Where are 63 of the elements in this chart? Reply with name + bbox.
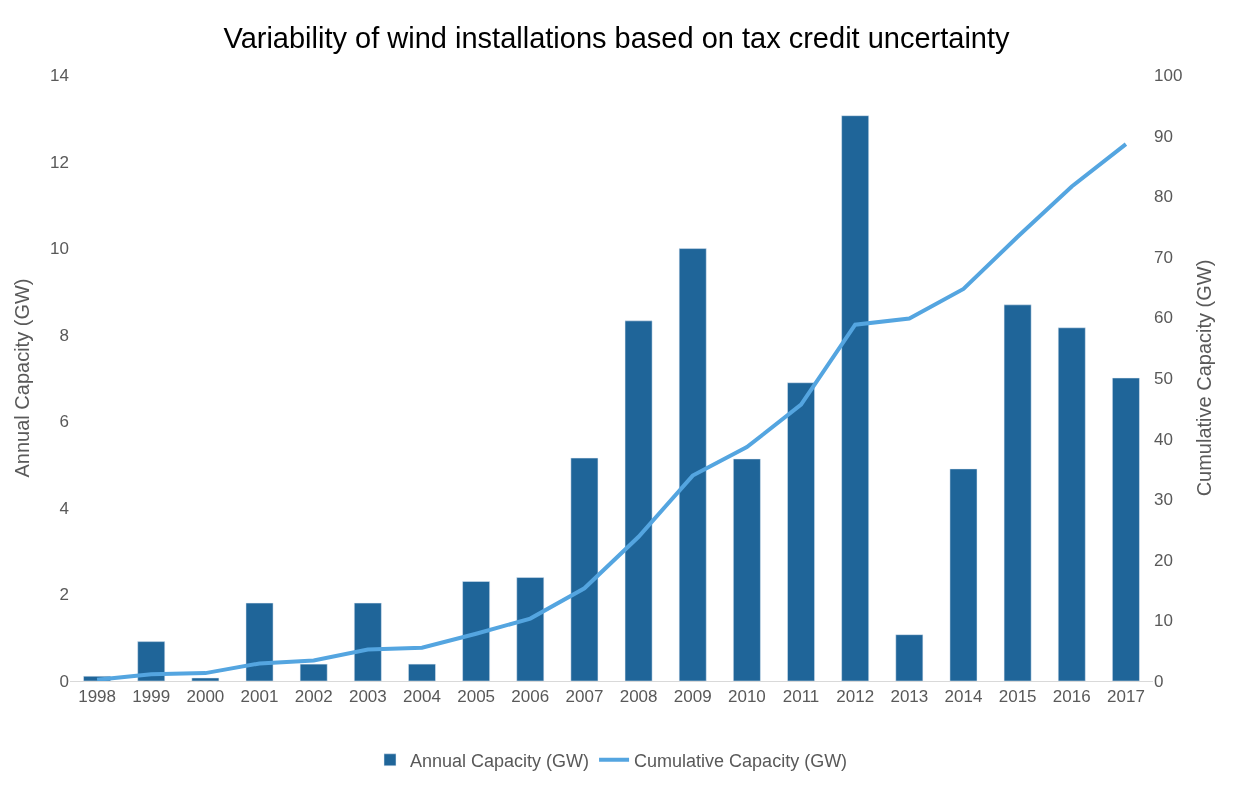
y-tick-label: 8 [59,325,69,345]
y-tick-label: 2 [59,585,69,605]
bar [895,634,924,681]
bar [841,115,869,681]
bar [191,677,220,681]
y2-tick-label: 20 [1154,550,1173,570]
y-axis-title: Annual Capacity (GW) [10,278,33,478]
y-tick-label: 12 [50,152,69,172]
y2-tick-label: 0 [1154,671,1164,691]
bar [462,581,490,681]
bar [408,663,436,681]
bar [570,457,599,681]
y2-tick-label: 60 [1154,308,1173,328]
y2-tick-label: 70 [1154,247,1173,267]
bar [949,468,978,681]
bar [1003,304,1032,681]
x-tick-label: 2002 [294,687,333,707]
x-tick-label: 2010 [727,687,766,707]
bar [787,382,815,681]
y-tick-label: 4 [59,498,69,518]
y2-tick-label: 10 [1154,611,1173,631]
y2-tick-label: 90 [1154,126,1173,146]
y2-tick-label: 100 [1154,65,1183,85]
bar [299,663,328,681]
bar [624,320,653,681]
x-tick-label: 2015 [998,687,1037,707]
bar [678,248,707,681]
bar [516,577,545,681]
y2-tick-label: 50 [1154,368,1173,388]
y-tick-label: 10 [50,239,69,259]
x-tick-label: 2005 [457,687,496,707]
x-tick-label: 1999 [132,687,171,707]
line-series [95,142,1128,681]
x-tick-label: 1998 [78,687,116,707]
x-tick-label: 2016 [1052,687,1091,707]
x-tick-label: 2000 [186,687,225,707]
x-tick-label: 2012 [836,687,875,707]
y-tick-label: 6 [59,412,69,432]
legend-label: Cumulative Capacity (GW) [634,750,848,771]
x-tick-label: 2001 [240,687,279,707]
y2-tick-label: 80 [1154,187,1173,207]
x-tick-label: 2017 [1107,687,1145,707]
x-tick-label: 2006 [511,687,550,707]
y-tick-label: 0 [59,671,69,691]
y2-tick-label: 40 [1154,429,1173,449]
x-tick-label: 2009 [673,687,712,707]
chart-title: Variability of wind installations based on tax credit uncertainty [223,21,1011,54]
y2-tick-label: 30 [1154,490,1173,510]
x-tick-label: 2007 [565,687,604,707]
x-tick-label: 2008 [619,687,658,707]
bar [1112,377,1140,681]
x-tick-label: 2014 [944,687,983,707]
bar [733,458,761,681]
y2-axis-title: Cumulative Capacity (GW) [1192,259,1215,497]
legend-label: Annual Capacity (GW) [410,750,590,771]
x-tick-label: 2013 [890,687,929,707]
bar [354,602,382,681]
bar [1057,327,1086,681]
x-tick-label: 2003 [348,687,387,707]
bar [245,602,274,681]
x-tick-label: 2004 [403,687,441,707]
x-tick-label: 2011 [782,687,820,707]
y-tick-label: 14 [50,65,69,85]
